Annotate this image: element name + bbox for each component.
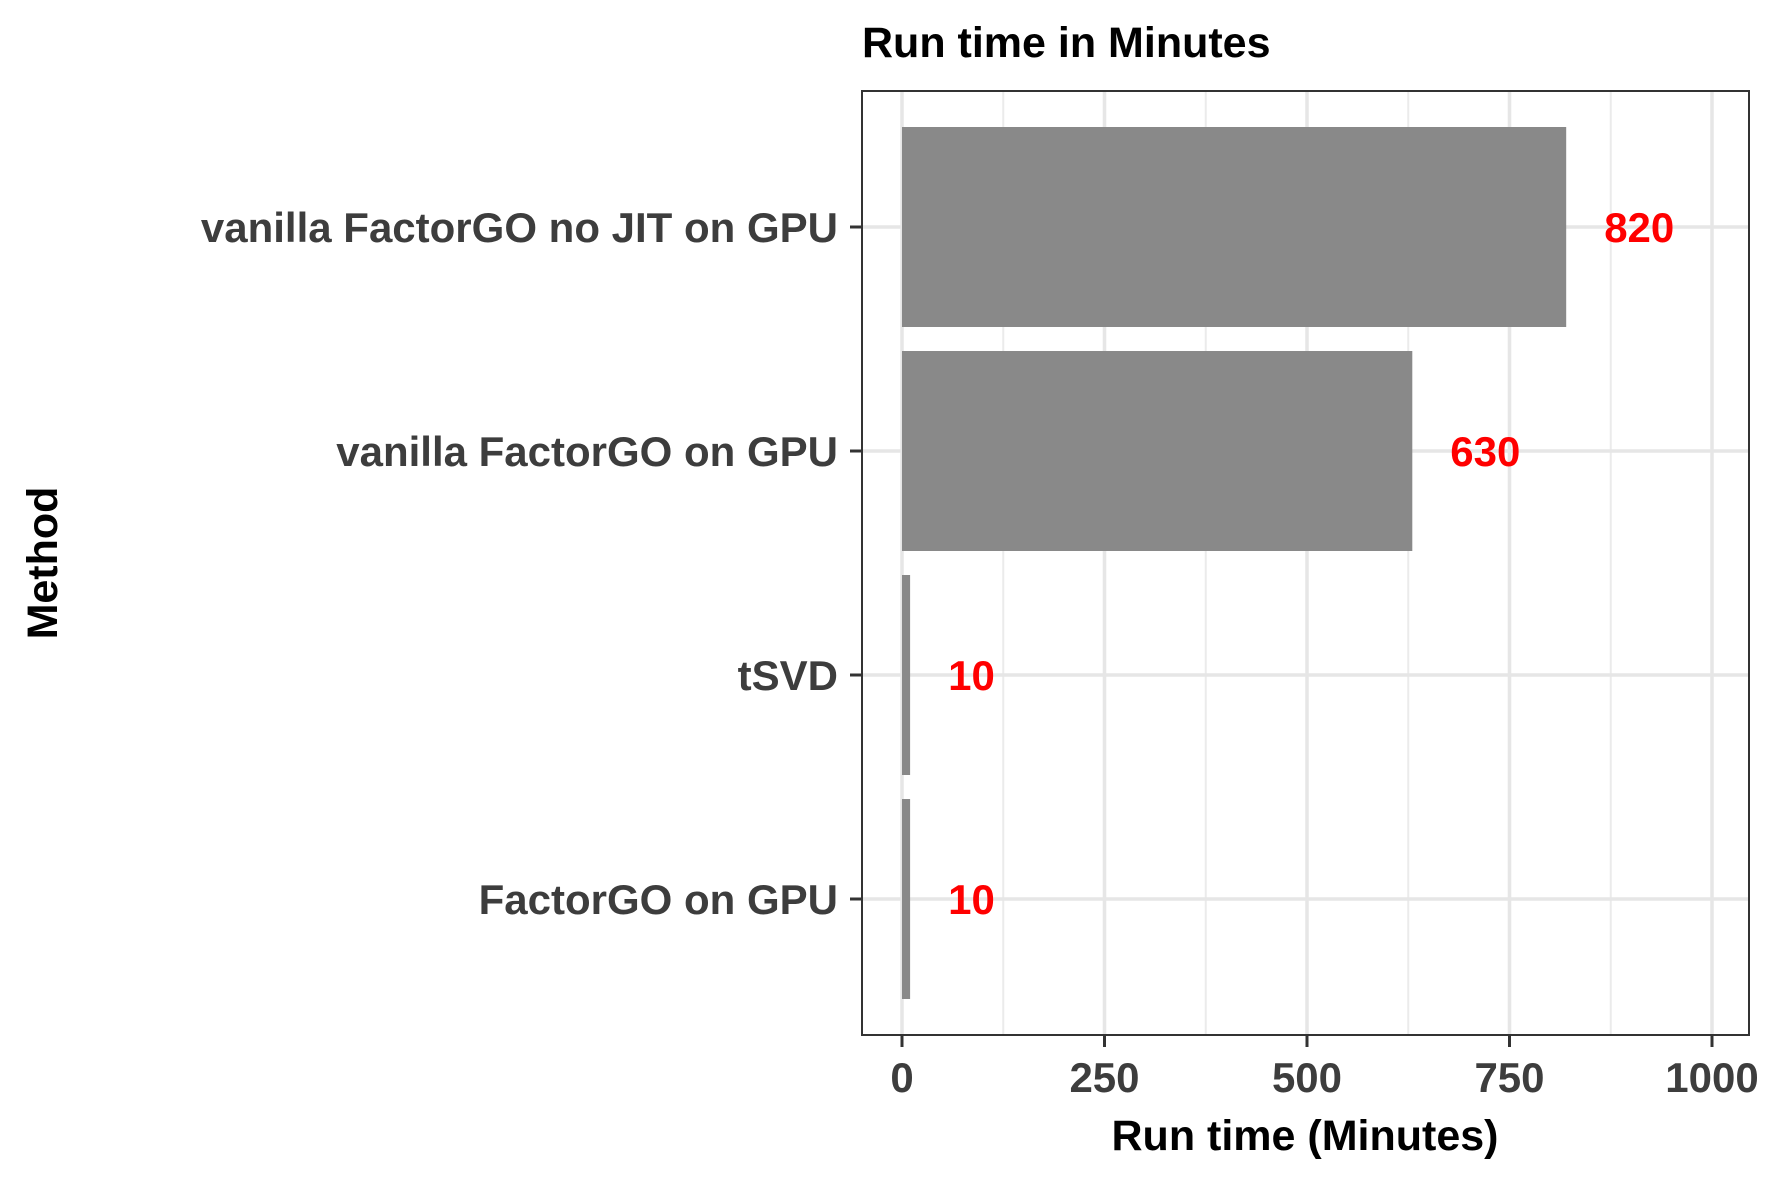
x-tick-label: 750	[1474, 1054, 1544, 1101]
x-tick-label: 500	[1272, 1054, 1342, 1101]
y-tick-label: FactorGO on GPU	[479, 876, 838, 923]
y-axis: vanilla FactorGO no JIT on GPU vanilla Fa…	[201, 204, 862, 923]
chart-title: Run time in Minutes	[862, 19, 1271, 67]
x-tick-label: 1000	[1665, 1054, 1758, 1101]
bar	[902, 575, 911, 775]
data-labels: 820 630 10 10	[948, 204, 1674, 923]
data-label: 10	[948, 876, 995, 923]
bar	[902, 799, 911, 999]
data-label: 820	[1604, 204, 1674, 251]
y-tick-label: tSVD	[738, 652, 838, 699]
data-label: 630	[1450, 428, 1520, 475]
x-axis-title: Run time (Minutes)	[1112, 1112, 1499, 1160]
y-tick-label: vanilla FactorGO on GPU	[336, 428, 838, 475]
bar	[902, 351, 1413, 551]
x-tick-label: 0	[890, 1054, 913, 1101]
y-axis-title: Method	[19, 487, 67, 640]
y-tick-label: vanilla FactorGO no JIT on GPU	[201, 204, 838, 251]
x-tick-label: 250	[1069, 1054, 1139, 1101]
bars	[902, 127, 1567, 999]
x-axis: 0 250 500 750 1000	[890, 1035, 1759, 1101]
data-label: 10	[948, 652, 995, 699]
bar	[902, 127, 1567, 327]
